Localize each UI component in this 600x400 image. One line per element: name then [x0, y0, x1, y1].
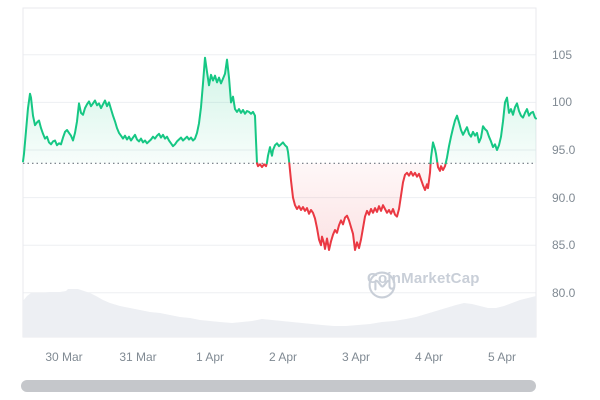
volume-area: [23, 289, 536, 337]
coinmarketcap-logo-icon: [368, 271, 396, 299]
y-tick-label: 105: [552, 47, 573, 62]
area-down: [289, 163, 431, 250]
line-down: [256, 162, 268, 169]
plot-area[interactable]: [23, 8, 536, 337]
price-line: [22, 56, 537, 251]
x-tick-label: 4 Apr: [414, 350, 444, 364]
area-up: [266, 142, 290, 164]
line-up: [265, 141, 291, 165]
line-down: [436, 162, 447, 172]
x-tick-label: 2 Apr: [268, 350, 298, 364]
horizontal-scrollbar-thumb[interactable]: [21, 380, 536, 392]
x-tick-label: 31 Mar: [119, 350, 157, 364]
line-up: [444, 96, 537, 165]
line-up: [429, 141, 439, 165]
area-up: [23, 57, 257, 164]
line-up: [22, 56, 258, 165]
line-down: [288, 162, 432, 251]
x-tick-label: 3 Apr: [341, 350, 371, 364]
y-tick-label: 100: [552, 95, 573, 110]
x-tick-label: 30 Mar: [45, 350, 83, 364]
coinmarketcap-watermark: CoinMarketCap: [367, 270, 480, 299]
x-tick-label: 5 Apr: [487, 350, 517, 364]
y-tick-label: 85.0: [552, 238, 576, 253]
volume-silhouette: [23, 289, 536, 337]
y-tick-label: 95.0: [552, 143, 576, 157]
y-tick-label: 80.0: [552, 285, 576, 300]
y-tick-label: 90.0: [552, 190, 576, 205]
x-tick-label: 1 Apr: [195, 350, 225, 364]
